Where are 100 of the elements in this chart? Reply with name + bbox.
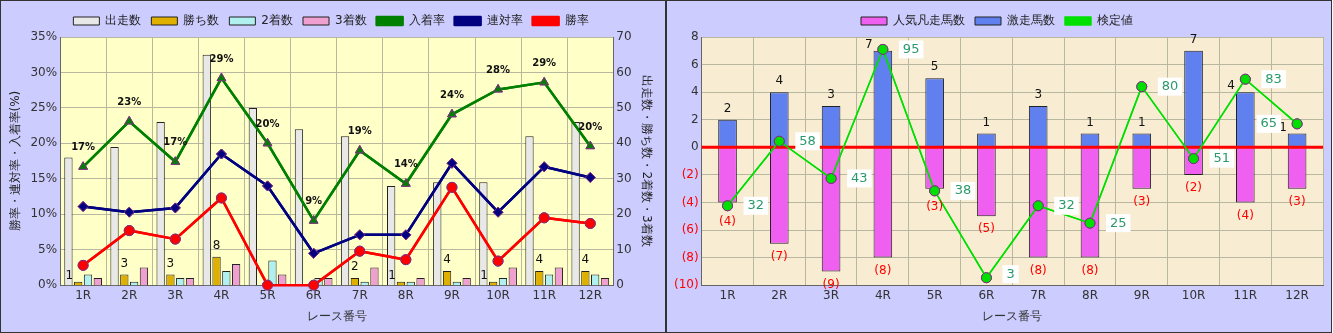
data-label: 80 xyxy=(1161,78,1179,94)
y-tick-label: 5% xyxy=(38,241,58,256)
data-label: 2 xyxy=(351,259,359,274)
legend-label: 連対率 xyxy=(486,13,523,28)
legend-label: 出走数 xyxy=(105,13,142,28)
point xyxy=(262,137,273,147)
x-axis-title: レース番号 xyxy=(306,308,367,323)
y-tick-label: 30% xyxy=(30,64,58,79)
point xyxy=(877,43,889,55)
data-label: 24% xyxy=(439,88,464,100)
x-tick-label: 8R xyxy=(397,287,414,302)
point xyxy=(1032,200,1044,212)
point xyxy=(215,148,227,160)
x-tick-label: 6R xyxy=(978,287,995,302)
y2-axis-title: 出走数・勝ち数・2着数・3着数 xyxy=(639,75,654,247)
x-tick-label: 6R xyxy=(305,287,322,302)
x-axis-title: レース番号 xyxy=(982,308,1043,323)
point xyxy=(447,108,457,118)
data-label: 25 xyxy=(1109,214,1127,230)
data-label: 29% xyxy=(532,56,557,68)
legend-label: 2着数 xyxy=(261,13,294,28)
x-tick-label: 4R xyxy=(213,287,230,302)
data-label: (7) xyxy=(770,248,788,263)
data-label: 4 xyxy=(535,252,544,267)
data-label: 19% xyxy=(347,125,372,137)
y2-tick-label: 60 xyxy=(616,64,632,79)
point xyxy=(584,218,596,230)
point xyxy=(980,272,992,284)
x-tick-label: 5R xyxy=(926,287,943,302)
data-label: (8) xyxy=(1029,262,1047,277)
point xyxy=(215,192,227,204)
data-label: 38 xyxy=(954,182,972,198)
data-label: (3) xyxy=(1288,193,1306,208)
data-label: 3 xyxy=(1006,265,1015,281)
data-label: 20% xyxy=(578,120,603,132)
data-label: 51 xyxy=(1213,149,1231,165)
x-tick-label: 8R xyxy=(1082,287,1098,302)
data-label: 7 xyxy=(1189,31,1198,46)
point xyxy=(123,225,135,237)
y2-tick-label: 10 xyxy=(616,241,632,256)
legend-label: 人気凡走馬数 xyxy=(893,13,965,28)
point xyxy=(825,172,837,184)
y2-tick-label: 70 xyxy=(616,29,632,44)
y-tick-label: 0% xyxy=(38,277,58,292)
data-label: 1 xyxy=(1279,119,1287,134)
point xyxy=(400,229,412,241)
data-label: 32 xyxy=(747,197,765,213)
data-label: 23% xyxy=(117,95,142,107)
point xyxy=(929,185,941,197)
data-label: 3 xyxy=(166,255,175,270)
legend-label: 3着数 xyxy=(335,13,367,28)
y-tick-label: (2) xyxy=(681,167,699,182)
y-tick-label: 20% xyxy=(30,135,58,150)
point xyxy=(492,206,504,218)
point xyxy=(773,135,785,147)
data-label: 4 xyxy=(1227,78,1236,93)
data-label: 14% xyxy=(393,158,418,170)
point xyxy=(262,279,274,291)
y-axis-title: 勝率・連対率・入着率(%) xyxy=(8,90,23,232)
data-label: 95 xyxy=(902,40,920,56)
y2-tick-label: 0 xyxy=(616,277,624,292)
point xyxy=(308,215,319,224)
point xyxy=(77,259,89,271)
y-tick-label: 0 xyxy=(690,139,699,154)
y-tick-label: 6 xyxy=(690,56,699,71)
x-tick-label: 2R xyxy=(121,287,138,302)
point xyxy=(585,140,596,150)
y-tick-label: 10% xyxy=(30,206,58,221)
x-tick-label: 12R xyxy=(1285,287,1309,302)
point xyxy=(354,229,366,241)
data-label: 4 xyxy=(443,252,451,267)
x-tick-label: 7R xyxy=(351,287,368,302)
x-tick-label: 9R xyxy=(443,287,460,302)
data-label: 4 xyxy=(775,73,784,88)
point xyxy=(1084,217,1096,229)
data-label: (3) xyxy=(1133,193,1151,208)
y-tick-label: 35% xyxy=(30,29,58,44)
x-tick-label: 9R xyxy=(1133,287,1150,302)
x-tick-label: 10R xyxy=(486,287,510,302)
x-tick-label: 2R xyxy=(771,287,788,302)
point xyxy=(584,171,596,183)
point xyxy=(354,245,366,257)
data-label: (4) xyxy=(1236,207,1254,222)
x-tick-label: 7R xyxy=(1030,287,1047,302)
point xyxy=(539,76,549,86)
point xyxy=(123,206,135,218)
point xyxy=(538,212,550,224)
y-tick-label: 2 xyxy=(690,111,699,126)
data-label: 4 xyxy=(581,252,590,267)
point xyxy=(78,161,88,170)
point xyxy=(169,233,181,245)
x-tick-label: 10R xyxy=(1181,287,1206,302)
data-label: 7 xyxy=(864,36,873,51)
data-label: 17% xyxy=(71,141,96,153)
y2-tick-label: 20 xyxy=(616,206,632,221)
point xyxy=(722,200,734,212)
y-tick-label: (8) xyxy=(681,249,699,264)
data-label: 3 xyxy=(120,255,129,270)
data-label: (2) xyxy=(1185,180,1203,195)
data-label: 5 xyxy=(930,59,939,74)
